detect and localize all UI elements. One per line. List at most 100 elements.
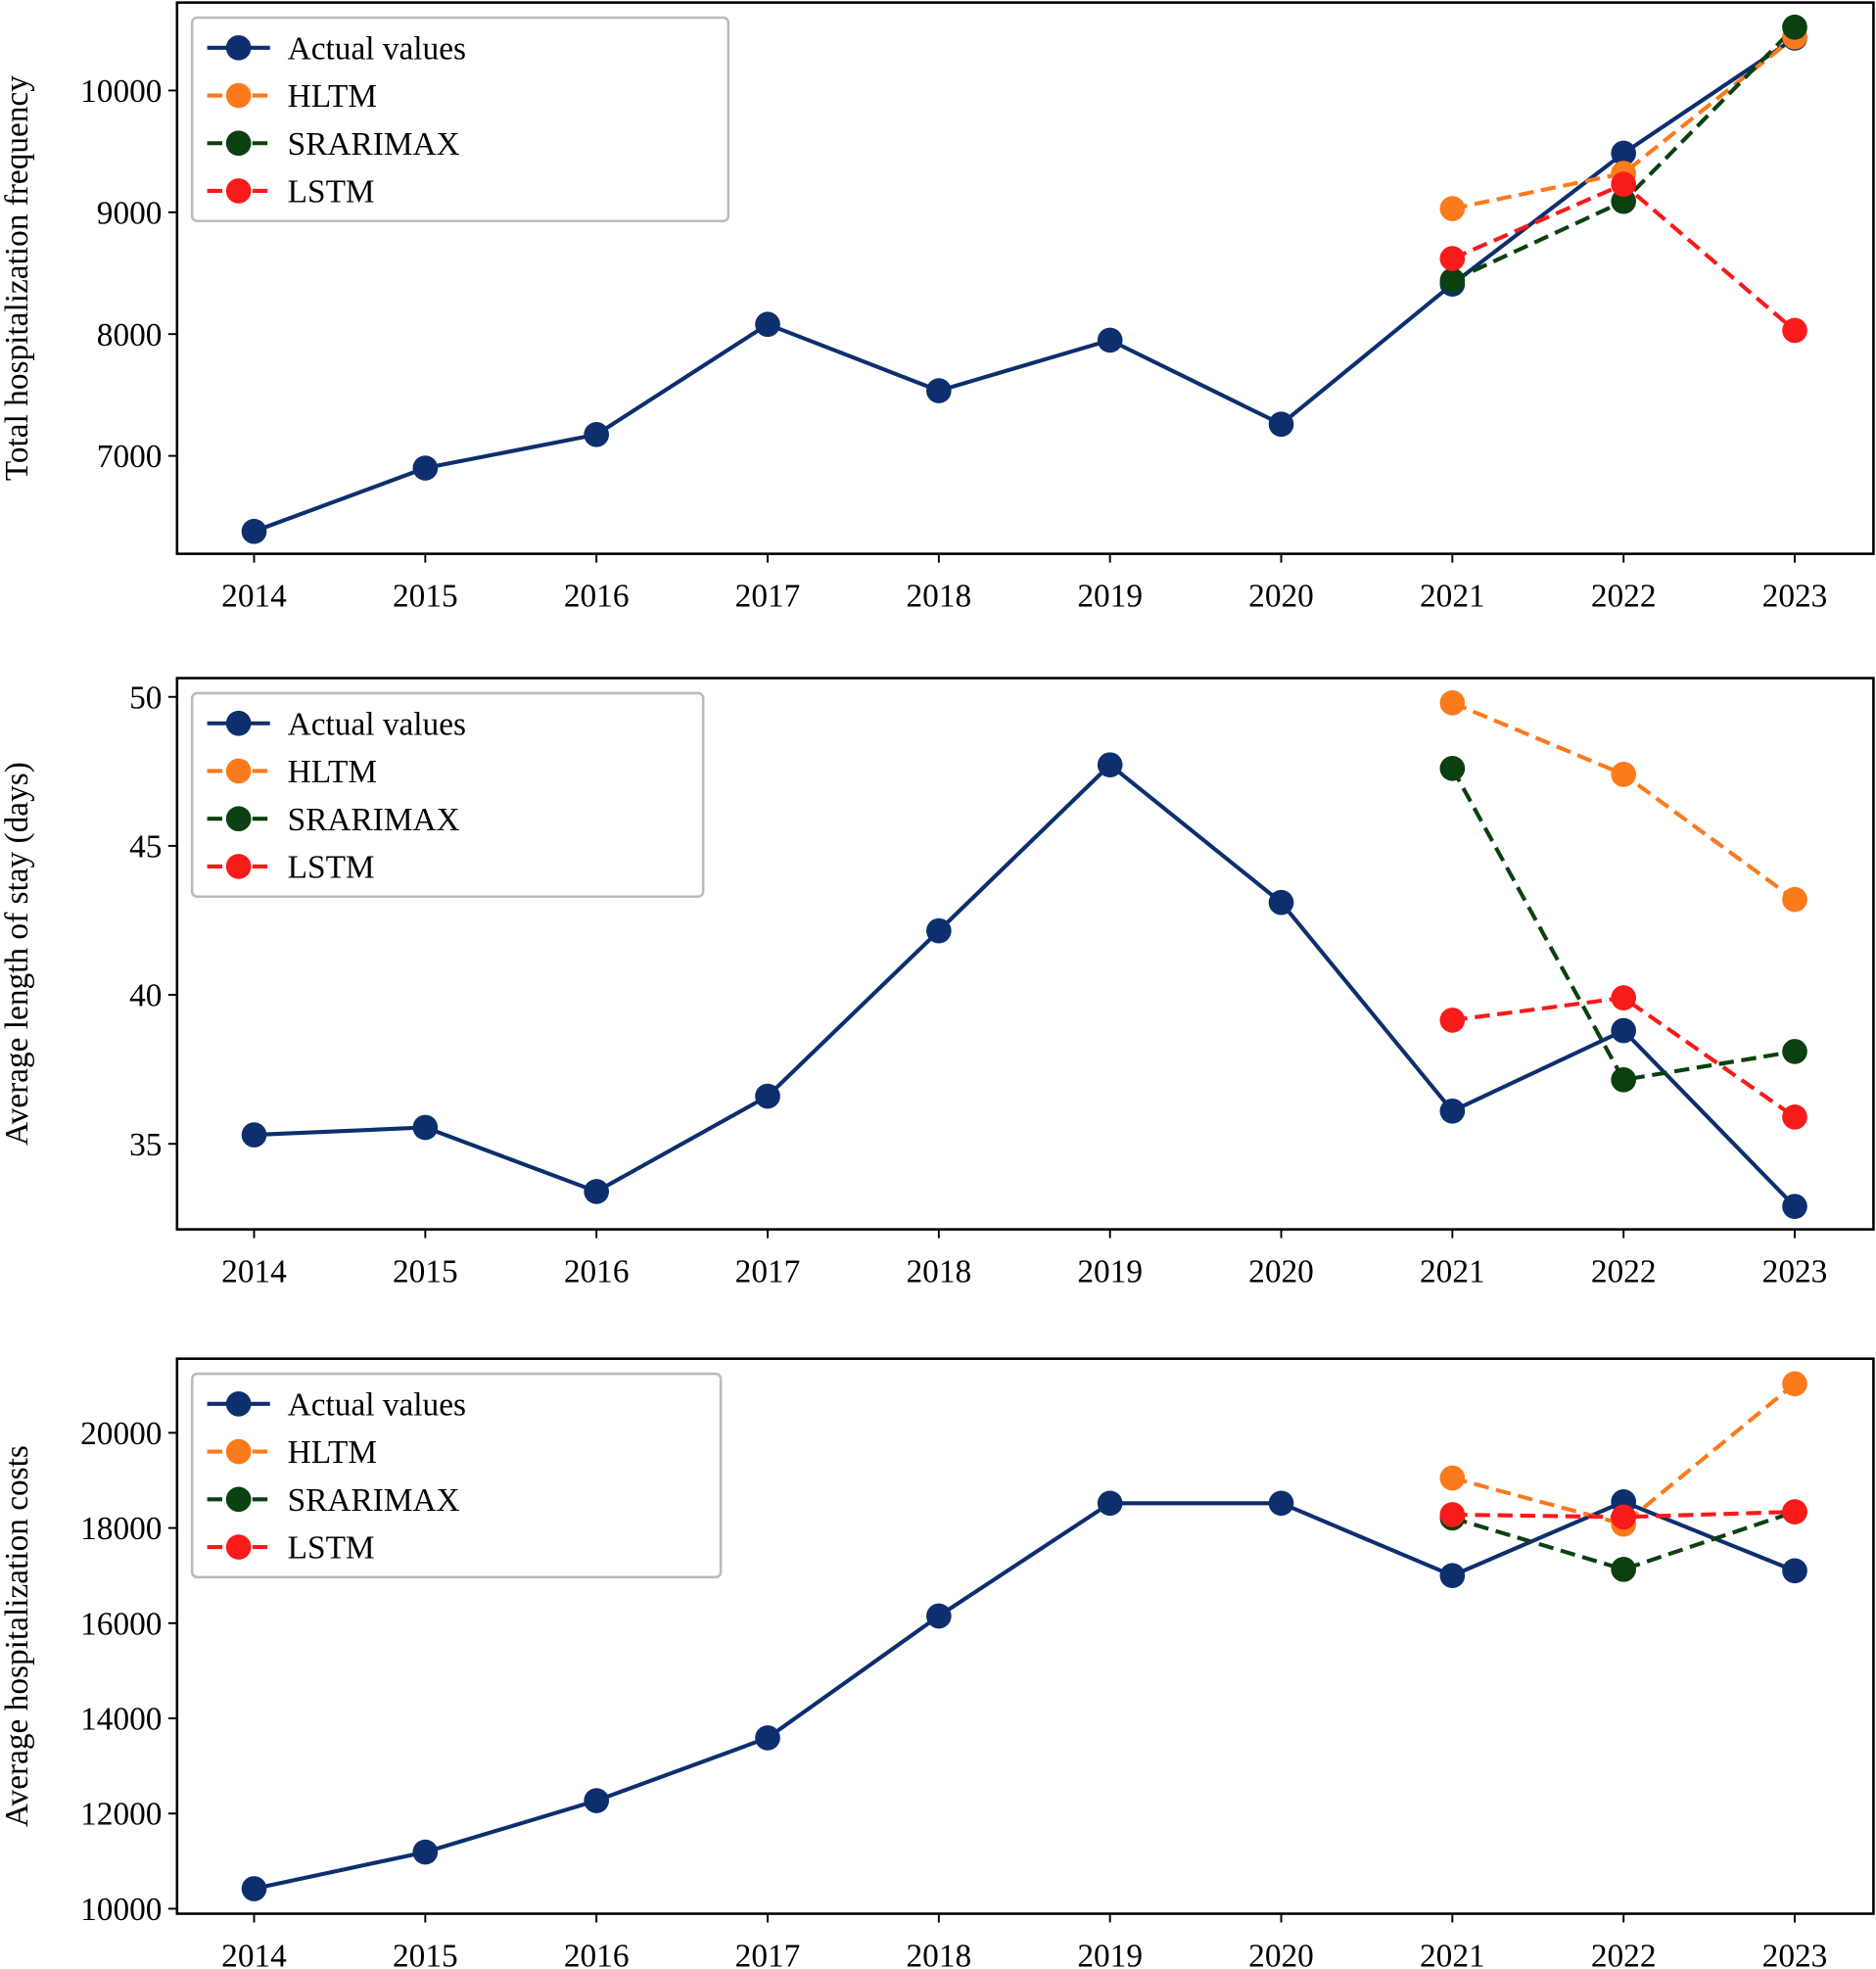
y-axis-label: Average hospitalization costs <box>0 1445 35 1827</box>
x-tick-label: 2017 <box>735 1253 801 1289</box>
data-point <box>755 1725 780 1751</box>
x-tick-label: 2016 <box>564 578 630 614</box>
data-point <box>1439 246 1466 271</box>
legend-label: Actual values <box>288 1386 466 1423</box>
legend-marker <box>225 1534 252 1560</box>
y-tick-label: 40 <box>129 978 162 1014</box>
x-tick-label: 2023 <box>1762 578 1828 614</box>
y-tick-label: 8000 <box>97 317 163 353</box>
x-tick-label: 2018 <box>907 1938 972 1969</box>
x-tick-label: 2023 <box>1762 1253 1828 1289</box>
data-point <box>1439 1098 1466 1124</box>
data-point <box>1611 1017 1637 1044</box>
x-tick-label: 2018 <box>907 1253 972 1289</box>
legend-marker <box>225 710 252 736</box>
x-tick-label: 2019 <box>1077 1938 1143 1969</box>
legend-marker <box>225 758 252 784</box>
y-tick-label: 10000 <box>80 73 162 110</box>
data-point <box>1782 1194 1807 1219</box>
x-tick-label: 2020 <box>1248 1253 1314 1289</box>
legend-box <box>190 16 730 223</box>
data-point <box>1782 1039 1807 1064</box>
y-axis-label: Average length of stay (days) <box>0 762 35 1146</box>
data-point <box>1611 171 1637 198</box>
data-point <box>584 1179 609 1204</box>
chart-panel: 35 40 45 50 2014 2015 2016 2017 2018 2019 2020 2021… <box>0 677 1875 1289</box>
data-point <box>1097 327 1123 353</box>
data-point <box>1782 1499 1807 1524</box>
y-axis-label: Total hospitalization frequency <box>0 75 35 481</box>
legend: Actual values HLTM SRARIMAX LSTM <box>190 1372 723 1579</box>
legend-label: Actual values <box>288 706 466 742</box>
legend-marker <box>225 82 252 109</box>
x-tick-label: 2022 <box>1591 578 1657 614</box>
legend-marker <box>225 1486 252 1513</box>
legend-label: SRARIMAX <box>288 802 460 838</box>
data-point <box>1268 1490 1294 1517</box>
data-point <box>241 1122 267 1148</box>
data-point <box>755 311 780 338</box>
data-point <box>412 1114 439 1141</box>
y-tick-label: 12000 <box>80 1797 162 1833</box>
x-tick-label: 2020 <box>1248 578 1314 614</box>
legend-marker <box>225 854 252 879</box>
data-point <box>1439 690 1466 716</box>
legend-marker <box>225 178 252 204</box>
legend-label: Actual values <box>288 30 466 67</box>
legend-label: SRARIMAX <box>288 1482 460 1519</box>
chart-panel: 10000 12000 14000 16000 18000 20000 2014 2015 20… <box>0 1357 1875 1969</box>
x-tick-label: 2020 <box>1248 1938 1314 1969</box>
data-point <box>1097 752 1123 777</box>
x-tick-label: 2014 <box>221 1253 287 1289</box>
series-line <box>1452 995 1797 1119</box>
x-tick-label: 2015 <box>393 1938 458 1969</box>
x-tick-label: 2016 <box>564 1253 630 1289</box>
y-tick-label: 9000 <box>97 195 163 231</box>
data-point <box>1268 411 1294 438</box>
legend-label: SRARIMAX <box>288 126 460 163</box>
y-tick-label: 16000 <box>80 1606 162 1642</box>
x-tick-label: 2017 <box>735 578 801 614</box>
y-tick-label: 20000 <box>80 1416 162 1452</box>
data-point <box>412 1839 439 1865</box>
data-point <box>755 1083 780 1109</box>
data-point <box>1268 889 1294 915</box>
legend-label: HLTM <box>288 754 377 790</box>
legend-marker <box>225 1438 252 1465</box>
legend-marker <box>225 34 252 61</box>
data-point <box>1611 1557 1637 1582</box>
x-tick-label: 2018 <box>907 578 972 614</box>
plot-frame <box>175 1 1875 555</box>
legend-box <box>190 1372 723 1579</box>
chart-panel: 7000 8000 9000 10000 2014 2015 2016 2017 2018 201… <box>0 1 1875 614</box>
x-tick-label: 2021 <box>1420 1938 1485 1969</box>
data-point <box>241 1876 267 1901</box>
data-point <box>1439 1008 1466 1033</box>
data-point <box>1782 14 1807 40</box>
data-point <box>1439 1502 1466 1527</box>
data-point <box>1439 1563 1466 1588</box>
y-tick-label: 7000 <box>97 439 163 475</box>
legend-label: LSTM <box>288 849 375 885</box>
x-tick-label: 2022 <box>1591 1253 1657 1289</box>
y-tick-label: 18000 <box>80 1511 162 1547</box>
series-line <box>253 36 1797 534</box>
data-point <box>1611 762 1637 787</box>
legend-marker <box>225 806 252 832</box>
data-point <box>1611 140 1637 166</box>
legend: Actual values HLTM SRARIMAX LSTM <box>190 691 705 899</box>
data-point <box>1439 196 1466 221</box>
data-point <box>1611 1066 1637 1093</box>
data-point <box>584 422 609 447</box>
data-point <box>1782 317 1807 344</box>
series-line <box>1451 1382 1797 1526</box>
data-point <box>1439 755 1466 781</box>
legend-label: HLTM <box>288 1434 377 1471</box>
x-tick-label: 2021 <box>1420 578 1485 614</box>
x-tick-label: 2021 <box>1420 1253 1485 1289</box>
data-point <box>1611 1504 1637 1530</box>
data-point <box>926 1603 952 1629</box>
x-tick-label: 2023 <box>1762 1938 1828 1969</box>
